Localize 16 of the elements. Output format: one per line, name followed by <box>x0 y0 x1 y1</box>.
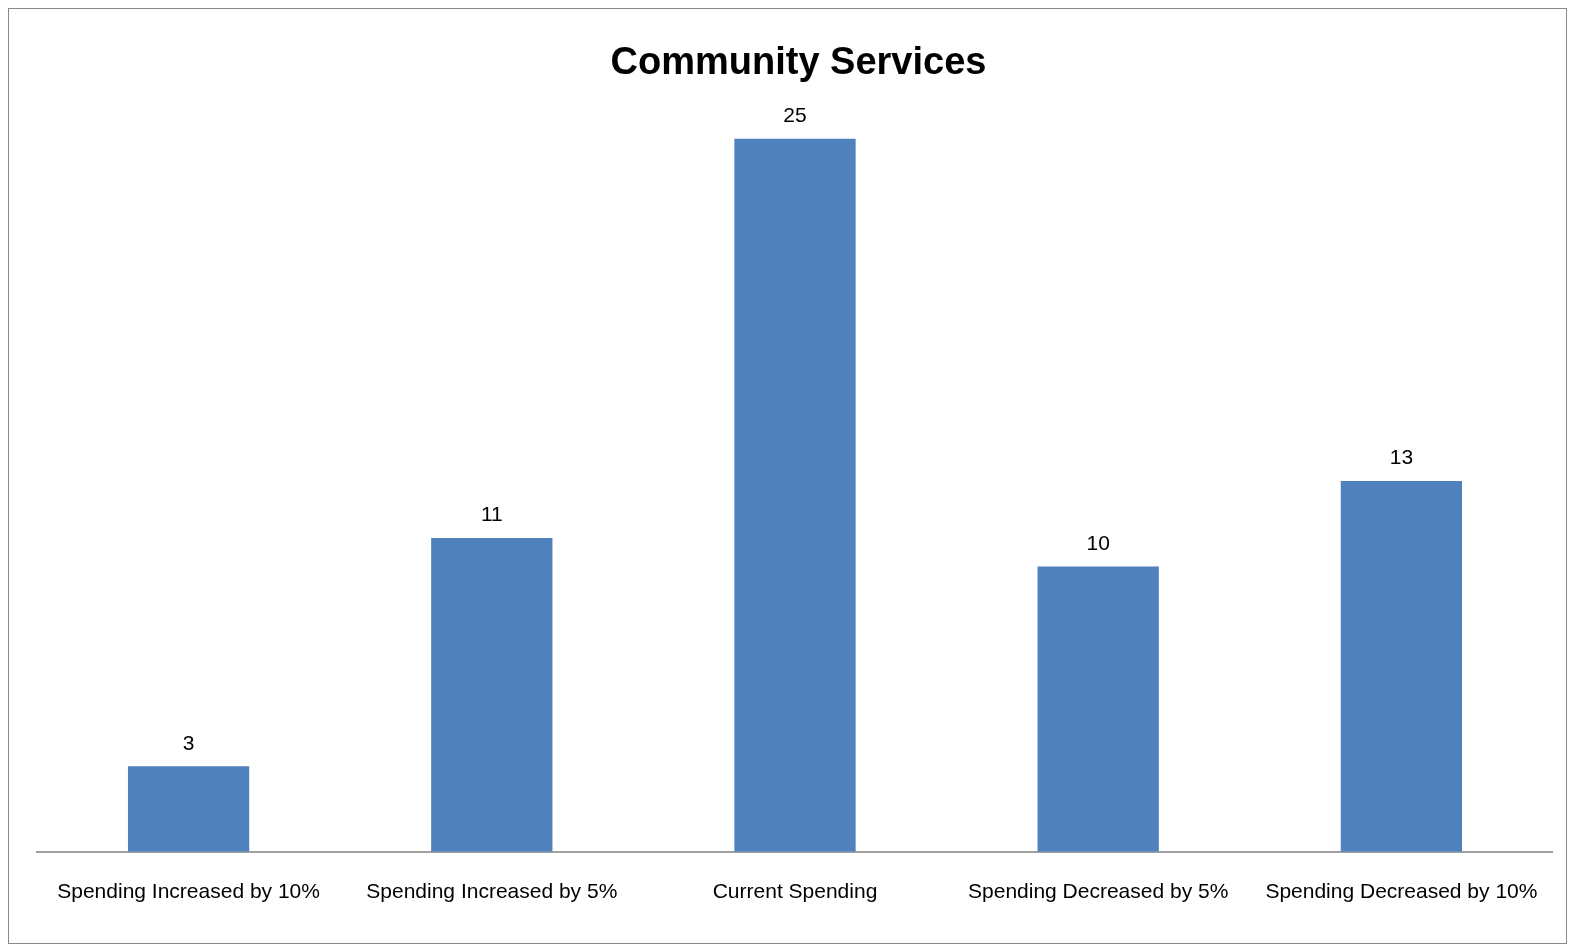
x-tick-label: Spending Decreased by 5% <box>968 879 1229 903</box>
x-tick-label: Spending Decreased by 10% <box>1265 879 1538 903</box>
chart-title: Community Services <box>610 40 987 83</box>
data-label: 10 <box>1086 530 1110 554</box>
bar <box>1340 480 1463 852</box>
bar <box>734 138 856 852</box>
bar <box>127 766 250 852</box>
x-tick-label: Spending Increased by 10% <box>57 879 320 903</box>
x-tick-label: Current Spending <box>712 879 878 903</box>
bar <box>431 537 553 852</box>
x-tick-label: Spending Increased by 5% <box>366 879 618 903</box>
data-label: 13 <box>1389 445 1414 469</box>
data-label: 11 <box>480 502 503 526</box>
data-label: 3 <box>182 730 195 754</box>
bar <box>1037 566 1159 852</box>
data-label: 25 <box>783 102 807 126</box>
